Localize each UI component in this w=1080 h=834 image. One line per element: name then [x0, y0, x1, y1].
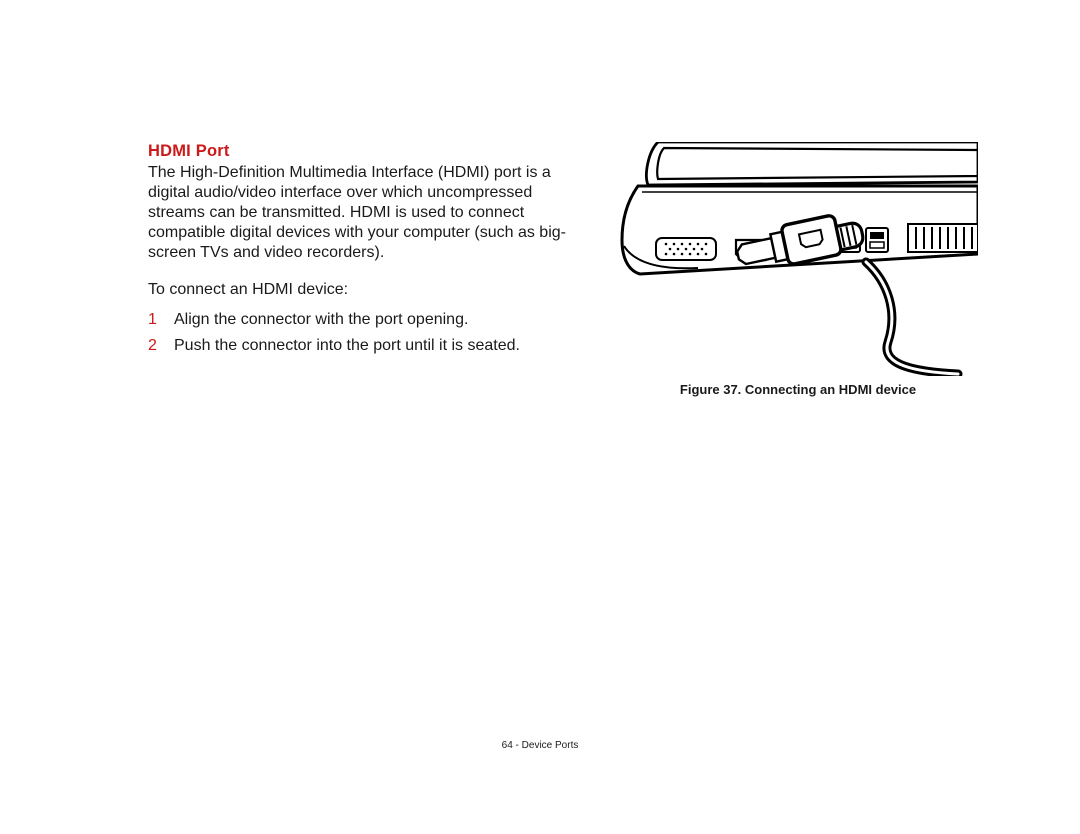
document-page: HDMI Port The High-Definition Multimedia… [0, 0, 1080, 834]
footer-chapter: Device Ports [522, 740, 579, 751]
step-list: 1 Align the connector with the port open… [148, 309, 578, 358]
lead-sentence: To connect an HDMI device: [148, 281, 578, 299]
text-column: HDMI Port The High-Definition Multimedia… [148, 142, 578, 397]
section-heading: HDMI Port [148, 142, 578, 161]
figure-illustration [618, 142, 978, 376]
step-item: 1 Align the connector with the port open… [148, 309, 578, 331]
body-paragraph: The High-Definition Multimedia Interface… [148, 163, 578, 263]
step-item: 2 Push the connector into the port until… [148, 335, 578, 357]
step-text: Align the connector with the port openin… [174, 311, 468, 328]
step-text: Push the connector into the port until i… [174, 337, 520, 354]
figure-caption: Figure 37. Connecting an HDMI device [618, 382, 978, 397]
footer-separator: - [513, 740, 522, 751]
page-number: 64 [502, 740, 513, 751]
page-footer: 64 - Device Ports [0, 740, 1080, 751]
content-area: HDMI Port The High-Definition Multimedia… [148, 142, 978, 397]
figure-column: Figure 37. Connecting an HDMI device [618, 142, 978, 397]
step-number: 1 [148, 309, 157, 331]
step-number: 2 [148, 335, 157, 357]
two-column-layout: HDMI Port The High-Definition Multimedia… [148, 142, 978, 397]
